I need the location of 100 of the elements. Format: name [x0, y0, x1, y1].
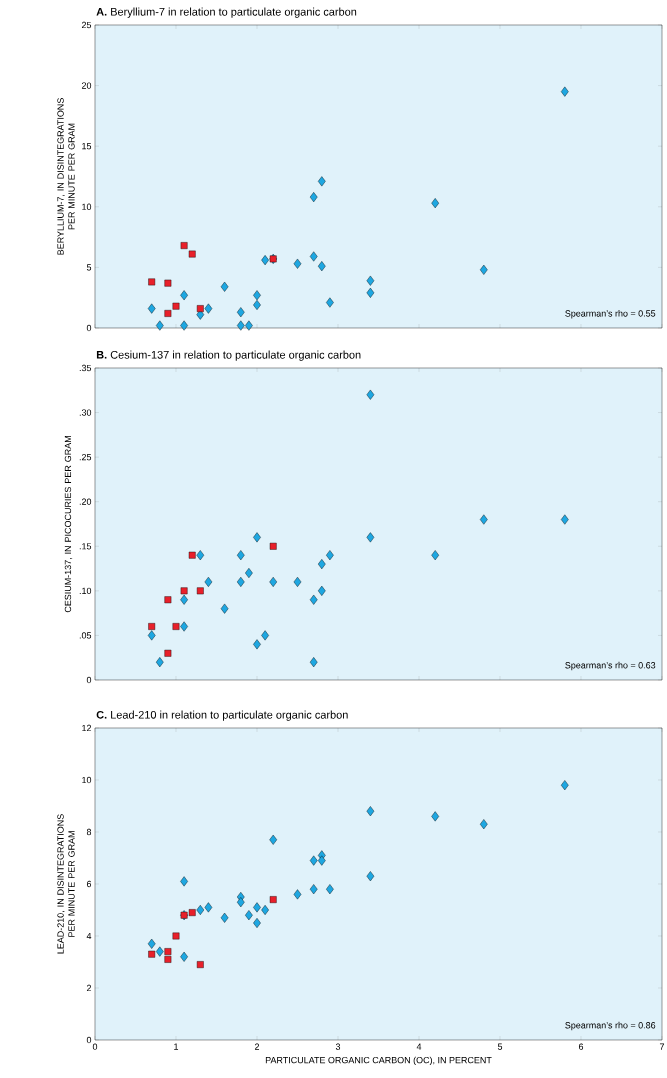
point — [196, 904, 205, 915]
x-tick-label: 6 — [578, 1043, 584, 1050]
point — [309, 657, 318, 668]
point — [245, 568, 253, 579]
point — [309, 884, 318, 895]
y-tick-label: 25 — [81, 21, 92, 29]
x-axis-title: PARTICULATE ORGANIC CARBON (OC), IN PERCENT — [265, 1056, 492, 1066]
point — [188, 909, 196, 916]
point — [253, 290, 261, 301]
y-tick-label: 5 — [86, 264, 92, 271]
point — [431, 550, 439, 561]
point — [148, 278, 156, 286]
y-tick-label: .30 — [79, 409, 92, 416]
point — [309, 855, 318, 866]
point — [480, 819, 488, 830]
point — [172, 302, 180, 310]
point — [261, 630, 269, 641]
point — [188, 250, 196, 258]
x-tick-label: 5 — [497, 1043, 503, 1050]
annotation: Spearman’s rho = 0.86 — [565, 1021, 656, 1031]
point — [269, 834, 277, 845]
point — [261, 904, 269, 915]
point — [253, 639, 261, 650]
point — [156, 946, 164, 957]
point — [196, 305, 204, 312]
point — [309, 251, 318, 262]
y-axis-title: LEAD-210, IN DISINTEGRATIONS PER MINUTE PER GRAM — [57, 814, 75, 954]
chart-title: B. Cesium-137 in relation to particulate organic carbon — [96, 350, 361, 361]
point — [326, 297, 334, 308]
point — [237, 550, 245, 561]
y-tick-label: .15 — [79, 543, 92, 550]
point — [180, 242, 188, 249]
point — [147, 303, 156, 314]
point — [326, 550, 334, 561]
point — [480, 514, 488, 525]
x-tick-label: 4 — [416, 1043, 422, 1050]
point — [269, 542, 277, 550]
point — [253, 299, 261, 310]
point — [326, 884, 334, 895]
x-tick-label: 1 — [174, 1043, 179, 1050]
point — [180, 290, 188, 301]
point — [561, 86, 569, 97]
point — [164, 596, 172, 604]
point — [561, 514, 569, 525]
point — [318, 559, 326, 570]
point — [237, 576, 245, 587]
point — [237, 897, 245, 908]
y-tick-label: 15 — [82, 143, 92, 150]
point — [237, 307, 245, 318]
y-tick-label: .25 — [79, 453, 92, 461]
point — [180, 594, 188, 605]
point — [220, 912, 229, 923]
y-tick-label: 12 — [82, 724, 92, 732]
point — [164, 948, 172, 955]
point — [164, 955, 172, 963]
point — [293, 258, 302, 269]
y-tick-label: 0 — [86, 1036, 92, 1044]
annotation: Spearman’s rho = 0.63 — [565, 661, 656, 671]
point — [196, 587, 204, 595]
point — [261, 255, 269, 266]
y-tick-label: 6 — [86, 880, 92, 888]
point — [164, 310, 172, 317]
point — [561, 780, 569, 791]
y-tick-label: 2 — [86, 984, 92, 992]
point — [164, 649, 172, 657]
point — [172, 932, 180, 940]
point — [309, 192, 318, 203]
point — [253, 917, 261, 928]
point — [156, 657, 164, 668]
point — [309, 594, 318, 605]
y-axis-title: CESIUM-137, IN PICOCURIES PER GRAM — [64, 436, 73, 613]
point — [180, 876, 188, 887]
y-tick-label: 10 — [82, 776, 92, 784]
y-tick-label: .20 — [79, 498, 92, 505]
point — [148, 950, 156, 958]
point — [318, 585, 326, 596]
point — [204, 576, 213, 587]
point — [196, 550, 205, 561]
annotation: Spearman’s rho = 0.55 — [565, 310, 656, 319]
point — [366, 275, 375, 286]
point — [172, 623, 180, 630]
point — [180, 587, 188, 595]
chart-title: C. Lead-210 in relation to particulate organic carbon — [96, 710, 348, 721]
point — [156, 320, 164, 331]
point — [204, 303, 213, 314]
point — [253, 902, 261, 913]
point — [366, 287, 375, 298]
point — [180, 951, 188, 962]
point — [366, 389, 375, 400]
point — [220, 281, 229, 292]
y-tick-label: 0 — [86, 324, 92, 332]
point — [204, 902, 213, 913]
x-tick-label: 0 — [92, 1043, 98, 1050]
point — [245, 320, 253, 331]
point — [147, 938, 156, 949]
point — [293, 576, 302, 587]
point — [269, 576, 277, 587]
point — [366, 806, 375, 817]
y-tick-label: 4 — [86, 932, 92, 940]
x-tick-label: 7 — [659, 1043, 665, 1050]
